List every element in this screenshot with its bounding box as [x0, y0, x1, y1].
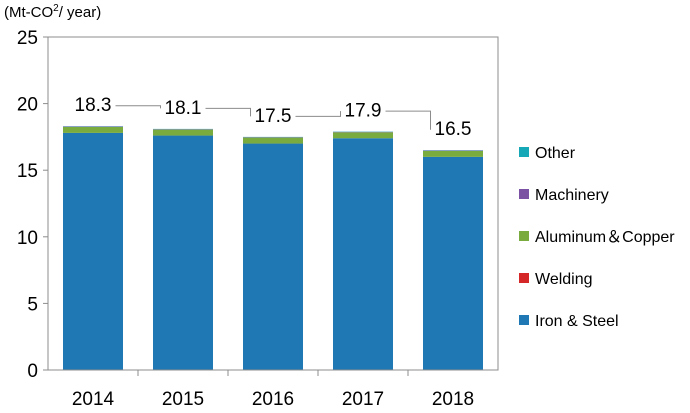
unit-label: (Mt-CO2/ year) [4, 3, 101, 21]
bar-aluminum-copper-2015 [153, 129, 213, 136]
legend-label: Welding [535, 271, 593, 288]
bar-iron-steel-2015 [153, 135, 213, 370]
leader-line [385, 110, 432, 130]
leader-line [205, 107, 252, 117]
x-tick-label: 2015 [162, 389, 204, 410]
y-tick-label: 10 [17, 228, 38, 249]
y-tick-label: 20 [17, 95, 38, 116]
y-tick-label: 0 [27, 361, 38, 382]
bar-aluminum-copper-2014 [63, 126, 123, 133]
bar-aluminum-copper-2018 [423, 150, 483, 157]
legend-label: Machinery [535, 187, 609, 204]
legend-label: Aluminum＆Copper [535, 229, 675, 246]
x-tick-label: 2016 [252, 389, 294, 410]
y-tick-label: 15 [17, 161, 38, 182]
x-tick-label: 2014 [72, 389, 115, 410]
y-tick-label: 5 [27, 294, 38, 315]
x-tick-label: 2018 [432, 389, 474, 410]
x-tick-label: 2017 [342, 389, 384, 410]
legend-swatch [519, 315, 529, 325]
y-tick-label: 25 [17, 28, 38, 49]
y-axis-ticks: 0 5 10 15 20 25 [17, 28, 48, 382]
legend-swatch [519, 273, 529, 283]
bars [63, 126, 483, 370]
legend-swatch [519, 231, 529, 241]
bar-iron-steel-2017 [333, 138, 393, 370]
total-label-2016: 17.5 [255, 106, 292, 127]
bar-iron-steel-2016 [243, 143, 303, 370]
x-axis-ticks: 2014 2015 2016 2017 2018 [72, 370, 474, 410]
bar-aluminum-copper-2016 [243, 137, 303, 144]
bar-iron-steel-2014 [63, 132, 123, 370]
bar-iron-steel-2018 [423, 156, 483, 370]
leader-line [115, 105, 162, 109]
legend: Other Machinery Aluminum＆Copper Welding Iron… [519, 145, 675, 330]
total-labels: 18.3 18.1 17.5 17.9 16.5 [75, 95, 472, 140]
bar-aluminum-copper-2017 [333, 132, 393, 139]
legend-swatch [519, 147, 529, 157]
total-label-2014: 18.3 [75, 95, 112, 116]
total-label-2018: 16.5 [435, 119, 472, 140]
total-label-2015: 18.1 [165, 98, 202, 119]
legend-label: Iron & Steel [535, 313, 619, 330]
legend-label: Other [535, 145, 576, 162]
leader-line [295, 111, 342, 117]
total-label-2017: 17.9 [345, 101, 382, 122]
legend-swatch [519, 189, 529, 199]
plot-frame [47, 36, 499, 371]
